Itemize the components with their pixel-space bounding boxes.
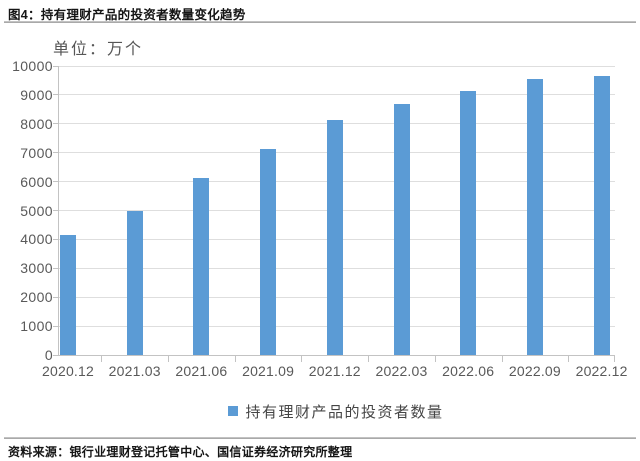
bar [460, 90, 477, 355]
y-axis-tick [53, 94, 59, 96]
bar [260, 148, 277, 355]
x-axis-tick [501, 356, 503, 362]
y-axis-label: 10000 [12, 58, 53, 74]
x-axis-tick [434, 356, 436, 362]
y-axis-label: 3000 [20, 260, 53, 277]
unit-label: 单位：万个 [53, 41, 144, 58]
legend-label: 持有理财产品的投资者数量 [245, 403, 444, 421]
x-axis-label: 2021.12 [308, 363, 361, 379]
x-axis-label: 2021.03 [108, 363, 161, 379]
bar [60, 235, 76, 355]
bar [326, 120, 343, 355]
y-axis-label: 5000 [20, 202, 53, 219]
source-note: 资料来源：银行业理财登记托管中心、国信证券经济研究所整理 [8, 445, 353, 459]
bar [126, 211, 143, 355]
x-axis-label: 2021.09 [242, 363, 295, 379]
x-axis-label: 2022.12 [575, 363, 628, 379]
y-axis-tick [53, 354, 59, 356]
bottom-divider [4, 437, 636, 439]
x-axis-label: 2020.12 [41, 363, 94, 379]
y-axis-tick [53, 123, 59, 125]
figure-title: 图4：持有理财产品的投资者数量变化趋势 [8, 8, 246, 22]
legend: 持有理财产品的投资者数量 [58, 402, 614, 421]
x-axis-tick [168, 356, 170, 362]
y-axis-tick [53, 152, 59, 154]
x-axis-tick [301, 356, 303, 362]
x-axis-tick [101, 356, 103, 362]
bar [393, 103, 410, 355]
x-axis-label: 2022.09 [508, 363, 561, 379]
x-axis-tick [614, 356, 615, 362]
y-axis-label: 8000 [20, 115, 53, 132]
x-axis-tick [368, 356, 370, 362]
y-axis-label: 9000 [20, 86, 53, 103]
y-axis-tick [53, 325, 59, 327]
bar [526, 78, 543, 355]
y-gridline [59, 65, 615, 67]
y-axis-tick [53, 267, 59, 269]
y-axis-label: 2000 [20, 289, 53, 306]
y-axis-label: 0 [44, 347, 53, 363]
plot-area: 0 1000 2000 3000 4000 5000 6000 7000 8000 9000 100… [12, 58, 627, 379]
y-axis-tick [53, 238, 59, 240]
y-gridline [59, 94, 615, 96]
bar [593, 75, 610, 355]
x-axis-tick [234, 356, 236, 362]
x-axis-tick [568, 356, 570, 362]
y-axis-tick [53, 65, 59, 67]
y-axis-label: 6000 [20, 173, 53, 190]
x-axis-label: 2022.06 [442, 363, 495, 379]
x-axis-label: 2021.06 [175, 363, 228, 379]
y-axis-label: 7000 [20, 144, 53, 161]
bar [193, 177, 210, 355]
top-divider [4, 21, 636, 23]
y-axis-tick [53, 181, 59, 183]
legend-marker-icon [228, 406, 239, 416]
y-axis-tick [53, 210, 59, 211]
y-axis-label: 1000 [20, 318, 53, 335]
x-axis-label: 2022.03 [375, 363, 428, 379]
y-axis-tick [53, 296, 59, 298]
y-axis-label: 4000 [20, 231, 53, 248]
